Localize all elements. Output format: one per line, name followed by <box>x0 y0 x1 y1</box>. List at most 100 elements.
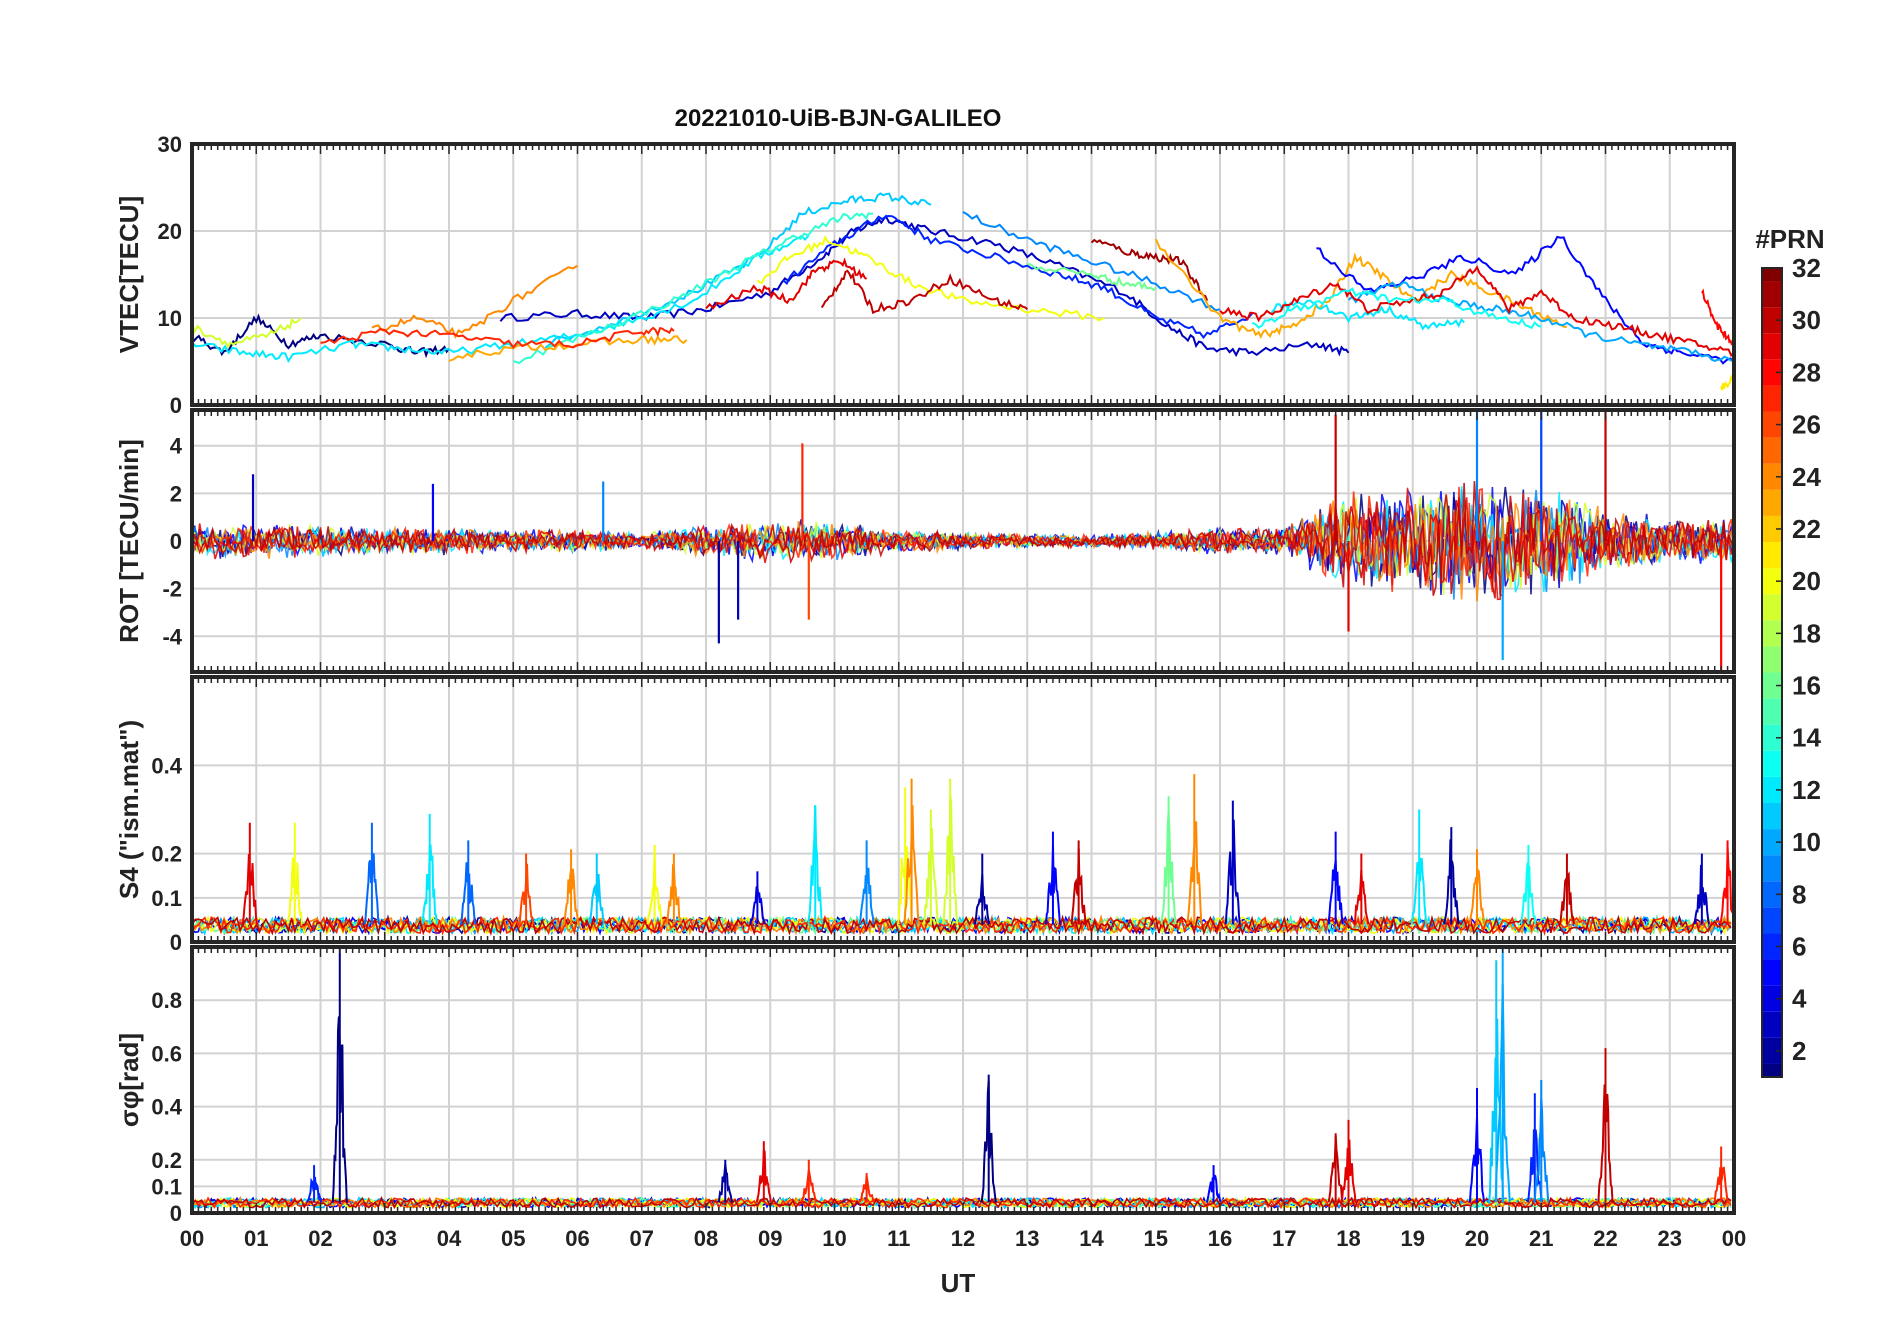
x-tick-label: 16 <box>1208 1226 1232 1251</box>
x-tick-label: 05 <box>501 1226 525 1251</box>
series-line <box>499 214 1350 358</box>
colorbar-segment <box>1762 724 1782 751</box>
x-tick-label: 21 <box>1529 1226 1553 1251</box>
colorbar-segment <box>1762 750 1782 777</box>
colorbar-segment <box>1762 489 1782 516</box>
series-line <box>1090 238 1209 301</box>
data-layer <box>192 410 1734 672</box>
y-tick-label: -2 <box>162 577 182 602</box>
series-line <box>1219 265 1734 357</box>
y-axis-label: S4 ("ism.mat") <box>114 720 144 899</box>
colorbar-tick-label: 18 <box>1792 618 1821 648</box>
colorbar-segment <box>1762 542 1782 569</box>
x-tick-label: 08 <box>694 1226 718 1251</box>
colorbar-segment <box>1762 620 1782 647</box>
plot-frame <box>190 945 1736 1215</box>
colorbar-tick-label: 8 <box>1792 879 1806 909</box>
colorbar-tick-label: 26 <box>1792 410 1821 440</box>
x-tick-label: 04 <box>437 1226 462 1251</box>
series-line <box>192 914 1732 936</box>
y-tick-label: 0 <box>170 529 182 554</box>
data-layer <box>192 947 1732 1211</box>
y-tick-label: 0 <box>170 930 182 955</box>
colorbar-tick-label: 24 <box>1792 462 1821 492</box>
colorbar-segment <box>1762 672 1782 699</box>
panel-vtec: 0 10 20 30 VTEC[TECU] <box>114 132 1736 418</box>
series-line <box>1270 299 1465 331</box>
colorbar-segment <box>1762 515 1782 543</box>
series-line <box>756 235 1105 322</box>
colorbar-segment <box>1762 1011 1782 1038</box>
series-line <box>192 1196 1732 1210</box>
series-line <box>192 234 810 364</box>
colorbar-frame <box>1761 267 1783 1078</box>
colorbar-tick-label: 14 <box>1792 723 1821 753</box>
colorbar-tick-label: 16 <box>1792 671 1821 701</box>
series-line <box>705 257 868 310</box>
x-tick-label: 15 <box>1144 1226 1168 1251</box>
series-line <box>782 214 1253 340</box>
colorbar-segment <box>1762 829 1782 856</box>
panel-rot: -4 -2 0 2 4 ROT [TECU/min] <box>114 408 1736 674</box>
x-tick-label: 09 <box>758 1226 782 1251</box>
x-tick-label: 14 <box>1079 1226 1104 1251</box>
colorbar-segment <box>1762 802 1782 830</box>
y-tick-label: 0.8 <box>151 988 182 1013</box>
x-tick-label: 00 <box>180 1226 204 1251</box>
colorbar-segment <box>1762 268 1782 282</box>
y-tick-label: 0.1 <box>151 886 182 911</box>
y-tick-label: -4 <box>162 624 182 649</box>
panel-s4: 0 0.1 0.2 0.4 S4 ("ism.mat") <box>114 675 1736 955</box>
data-layer <box>192 192 1734 391</box>
colorbar-tick-label: 20 <box>1792 566 1821 596</box>
colorbar-label: #PRN <box>1755 224 1824 254</box>
x-tick-label: 20 <box>1465 1226 1489 1251</box>
colorbar-tick-label: 10 <box>1792 827 1821 857</box>
x-tick-label: 13 <box>1015 1226 1039 1251</box>
y-tick-label: 0.6 <box>151 1041 182 1066</box>
x-tick-label: 10 <box>822 1226 846 1251</box>
colorbar-segment <box>1762 1037 1782 1064</box>
y-axis-label: VTEC[TECU] <box>114 196 144 353</box>
colorbar-segment <box>1762 463 1782 490</box>
colorbar-segment <box>1762 907 1782 934</box>
series-line <box>320 326 675 350</box>
colorbar-segment <box>1762 959 1782 986</box>
x-tick-label: 23 <box>1658 1226 1682 1251</box>
x-tick-label: 18 <box>1336 1226 1360 1251</box>
colorbar-segment <box>1762 933 1782 960</box>
series-line <box>1347 281 1734 363</box>
x-tick-label: 11 <box>887 1226 910 1251</box>
y-tick-label: 20 <box>158 219 182 244</box>
series-line <box>512 212 874 365</box>
colorbar-segment <box>1762 568 1782 595</box>
y-tick-label: 30 <box>158 132 182 157</box>
y-tick-label: 2 <box>170 481 182 506</box>
plot-frame <box>190 142 1736 407</box>
colorbar-segment <box>1762 385 1782 412</box>
x-tick-label: 17 <box>1272 1226 1296 1251</box>
series-line <box>1720 374 1734 391</box>
series-line <box>192 317 302 349</box>
colorbar-segment <box>1762 698 1782 725</box>
x-tick-label: 00 <box>1722 1226 1746 1251</box>
y-tick-label: 0.4 <box>151 753 182 778</box>
colorbar-tick-label: 28 <box>1792 357 1821 387</box>
y-tick-label: 10 <box>158 306 182 331</box>
series-line <box>371 264 578 340</box>
series-line <box>962 211 1221 312</box>
colorbar-segment <box>1762 281 1782 308</box>
colorbar-tick-label: 6 <box>1792 932 1806 962</box>
x-tick-label: 19 <box>1401 1226 1425 1251</box>
colorbar-tick-label: 4 <box>1792 984 1807 1014</box>
x-tick-label: 07 <box>630 1226 654 1251</box>
colorbar-tick-label: 32 <box>1792 253 1821 283</box>
colorbar-segment <box>1762 359 1782 386</box>
colorbar-segment <box>1762 594 1782 621</box>
colorbar-segment <box>1762 776 1782 803</box>
y-tick-label: 0 <box>170 393 182 418</box>
colorbar-tick-label: 2 <box>1792 1036 1806 1066</box>
